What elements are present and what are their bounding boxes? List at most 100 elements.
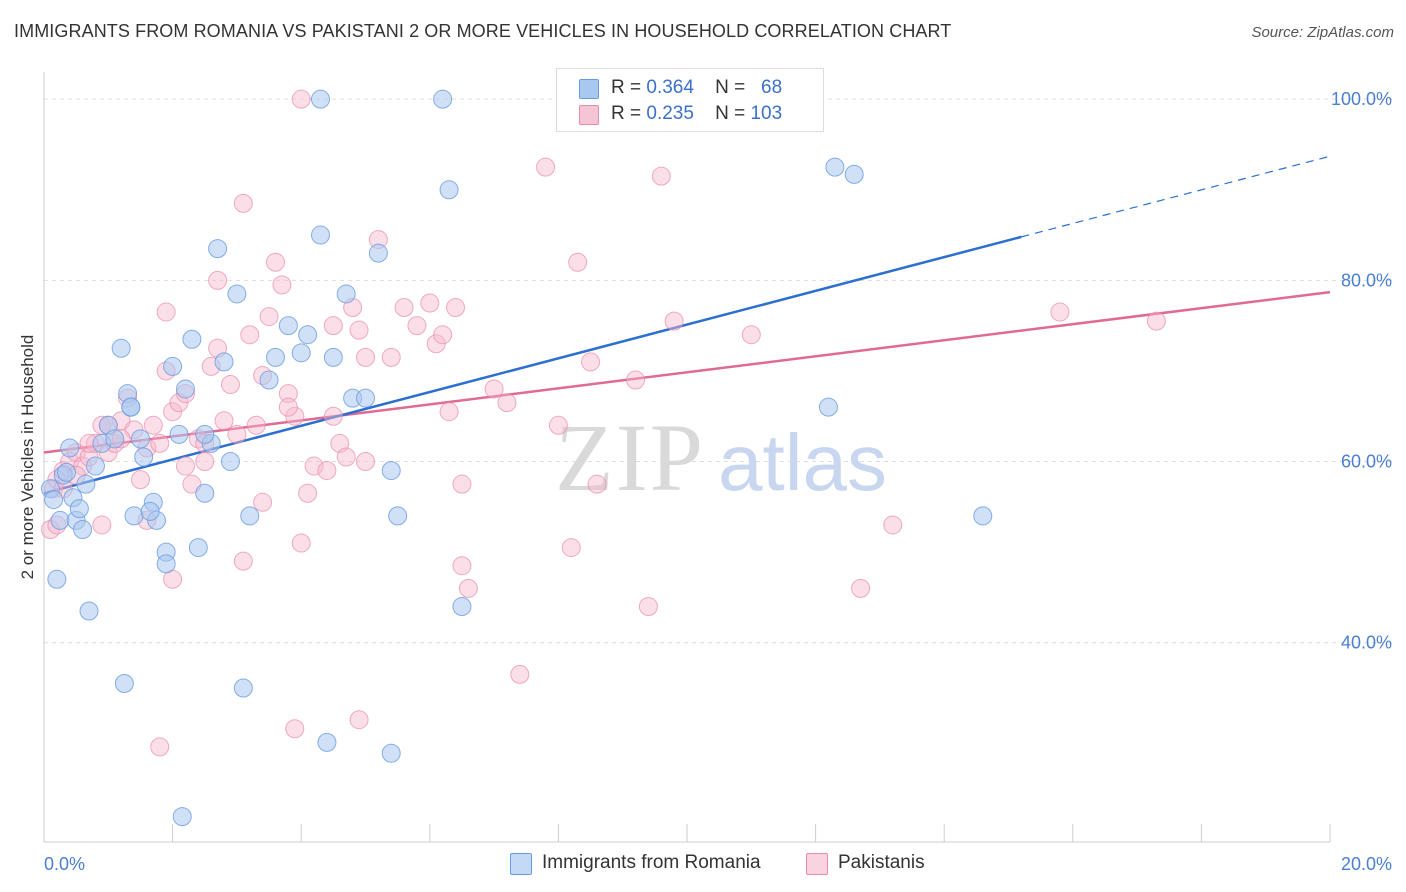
data-point-romania [336, 284, 356, 304]
data-point-romania [85, 456, 105, 476]
data-point-pakistanis [439, 402, 459, 422]
watermark-atlas: atlas [718, 418, 887, 507]
legend-r-label-pakistani: R = [611, 103, 642, 124]
data-point-pakistanis [156, 302, 176, 322]
data-point-pakistanis [233, 193, 253, 213]
data-point-pakistanis [278, 384, 298, 404]
legend-swatch-romania [579, 79, 599, 99]
data-point-romania [163, 356, 183, 376]
data-point-pakistanis [227, 424, 247, 444]
data-point-pakistanis [291, 89, 311, 109]
data-point-pakistanis [246, 415, 266, 435]
data-point-pakistanis [323, 406, 343, 426]
legend-n-label-pakistani: N = [715, 103, 746, 124]
data-point-romania [825, 157, 845, 177]
data-point-romania [240, 506, 260, 526]
axes [43, 72, 1331, 843]
data-point-romania [452, 596, 472, 616]
data-point-pakistanis [336, 447, 356, 467]
data-point-pakistanis [272, 275, 292, 295]
data-point-pakistanis [1050, 302, 1070, 322]
data-point-romania [114, 673, 134, 693]
data-point-romania [73, 519, 93, 539]
data-point-romania [278, 316, 298, 336]
y-tick-label: 100.0% [1331, 89, 1392, 109]
data-point-pakistanis [195, 452, 215, 472]
data-point-pakistanis [568, 252, 588, 272]
data-point-romania [156, 554, 176, 574]
data-point-romania [175, 379, 195, 399]
data-point-romania [310, 89, 330, 109]
x-tick-label: 20.0% [1341, 854, 1392, 874]
series-label-pakistani: Pakistanis [838, 852, 925, 873]
data-point-pakistanis [651, 166, 671, 186]
data-point-pakistanis [548, 415, 568, 435]
series-swatch-romania [510, 853, 532, 875]
legend-r-label-romania: R = [611, 77, 642, 98]
data-point-romania [130, 429, 150, 449]
legend-r-value-pakistani: 0.235 [646, 103, 694, 124]
data-point-pakistanis [510, 664, 530, 684]
watermark: ZIP atlas [555, 404, 887, 511]
legend-n-value-pakistani: 103 [750, 103, 783, 124]
data-point-pakistanis [741, 325, 761, 345]
legend-n-value-romania: 68 [761, 77, 783, 98]
data-point-romania [433, 89, 453, 109]
data-point-romania [57, 462, 77, 482]
data-point-pakistanis [317, 461, 337, 481]
data-point-romania [214, 352, 234, 372]
data-point-romania [172, 807, 192, 827]
data-point-romania [44, 490, 64, 510]
data-point-pakistanis [214, 411, 234, 431]
data-point-romania [388, 506, 408, 526]
data-point-pakistanis [349, 710, 369, 730]
data-point-romania [381, 461, 401, 481]
stats-legend: R = 0.364 N = 68 R = 0.235 N = 103 [556, 68, 824, 132]
data-point-romania [368, 243, 388, 263]
series-label-romania: Immigrants from Romania [542, 852, 761, 873]
data-point-romania [76, 474, 96, 494]
data-point-pakistanis [420, 293, 440, 313]
data-point-pakistanis [356, 347, 375, 367]
data-point-pakistanis [381, 347, 401, 367]
data-point-romania [317, 732, 337, 752]
data-point-pakistanis [285, 719, 305, 739]
data-point-romania [265, 347, 285, 367]
data-point-pakistanis [446, 298, 466, 318]
data-point-pakistanis [298, 483, 318, 503]
points-pakistanis [40, 89, 1166, 757]
data-point-pakistanis [182, 474, 202, 494]
data-point-pakistanis [1146, 311, 1166, 331]
data-point-romania [220, 452, 240, 472]
data-point-romania [310, 225, 330, 245]
data-point-pakistanis [92, 515, 112, 535]
data-point-romania [140, 501, 160, 521]
data-point-pakistanis [175, 456, 195, 476]
legend-n-label-romania: N = [715, 77, 746, 98]
data-point-romania [298, 325, 318, 345]
data-point-pakistanis [323, 316, 343, 336]
series-legend: Immigrants from Romania Pakistanis [0, 852, 1406, 878]
data-point-romania [121, 397, 141, 417]
data-point-pakistanis [851, 578, 871, 598]
series-swatch-pakistani [806, 853, 828, 875]
data-point-pakistanis [497, 393, 517, 413]
data-point-pakistanis [278, 397, 298, 417]
data-point-romania [195, 483, 215, 503]
points-romania [40, 89, 993, 827]
data-point-pakistanis [638, 596, 658, 616]
data-point-pakistanis [220, 375, 240, 395]
data-point-romania [188, 538, 208, 558]
data-point-pakistanis [587, 474, 607, 494]
data-point-pakistanis [349, 320, 369, 340]
data-point-romania [439, 180, 459, 200]
data-point-romania [124, 506, 144, 526]
data-point-romania [381, 743, 401, 763]
trend-line-romania-dashed [1021, 155, 1331, 238]
y-tick-label: 60.0% [1341, 452, 1392, 472]
data-point-romania [259, 370, 279, 390]
y-tick-label: 40.0% [1341, 633, 1392, 653]
trend-line-pakistanis-solid [43, 290, 1331, 454]
grid-lines [44, 98, 1392, 644]
